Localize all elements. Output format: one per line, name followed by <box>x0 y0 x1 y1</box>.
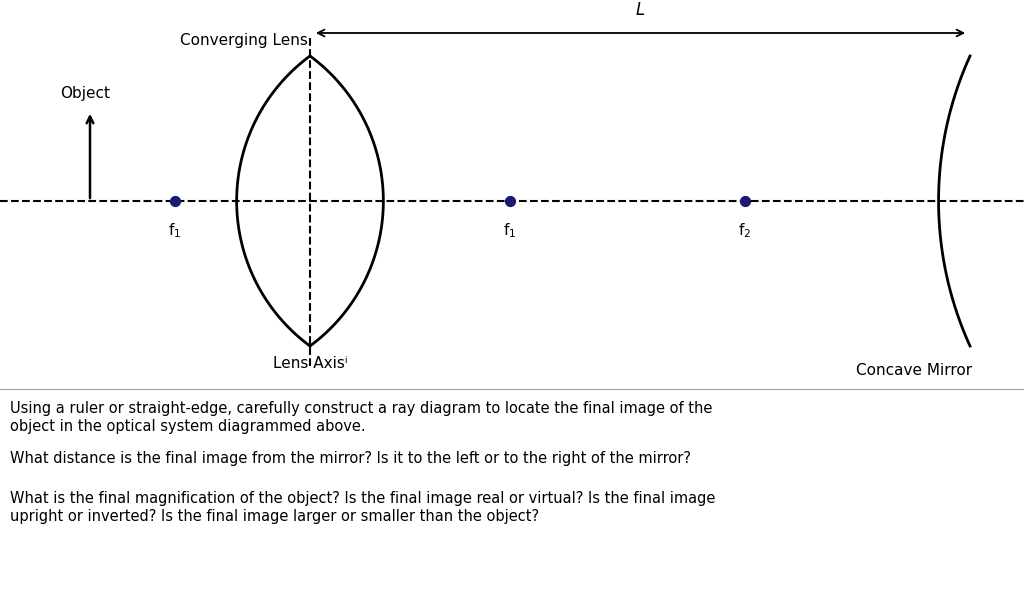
Point <box>167 196 183 206</box>
Text: object in the optical system diagrammed above.: object in the optical system diagrammed … <box>10 419 366 434</box>
Text: What distance is the final image from the mirror? Is it to the left or to the ri: What distance is the final image from th… <box>10 451 691 466</box>
Point <box>502 196 518 206</box>
Text: Converging Lens: Converging Lens <box>180 33 308 48</box>
Text: Using a ruler or straight-edge, carefully construct a ray diagram to locate the : Using a ruler or straight-edge, carefull… <box>10 401 713 416</box>
Text: upright or inverted? Is the final image larger or smaller than the object?: upright or inverted? Is the final image … <box>10 509 539 524</box>
Text: L: L <box>635 1 645 19</box>
Text: What is the final magnification of the object? Is the final image real or virtua: What is the final magnification of the o… <box>10 491 716 506</box>
Text: f$_1$: f$_1$ <box>504 221 517 240</box>
Text: f$_2$: f$_2$ <box>738 221 752 240</box>
Text: Object: Object <box>60 86 110 101</box>
Text: f$_1$: f$_1$ <box>168 221 181 240</box>
Text: Concave Mirror: Concave Mirror <box>856 363 972 378</box>
Text: Lens Axisⁱ: Lens Axisⁱ <box>272 356 347 371</box>
Point <box>737 196 754 206</box>
